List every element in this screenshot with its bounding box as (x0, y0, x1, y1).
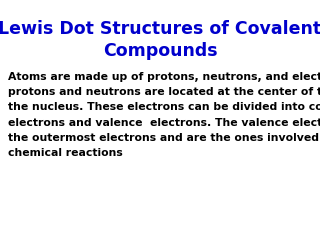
Text: Atoms are made up of protons, neutrons, and electrons. The
protons and neutrons : Atoms are made up of protons, neutrons, … (8, 72, 320, 158)
Text: Lewis Dot Structures of Covalent
Compounds: Lewis Dot Structures of Covalent Compoun… (0, 20, 320, 60)
